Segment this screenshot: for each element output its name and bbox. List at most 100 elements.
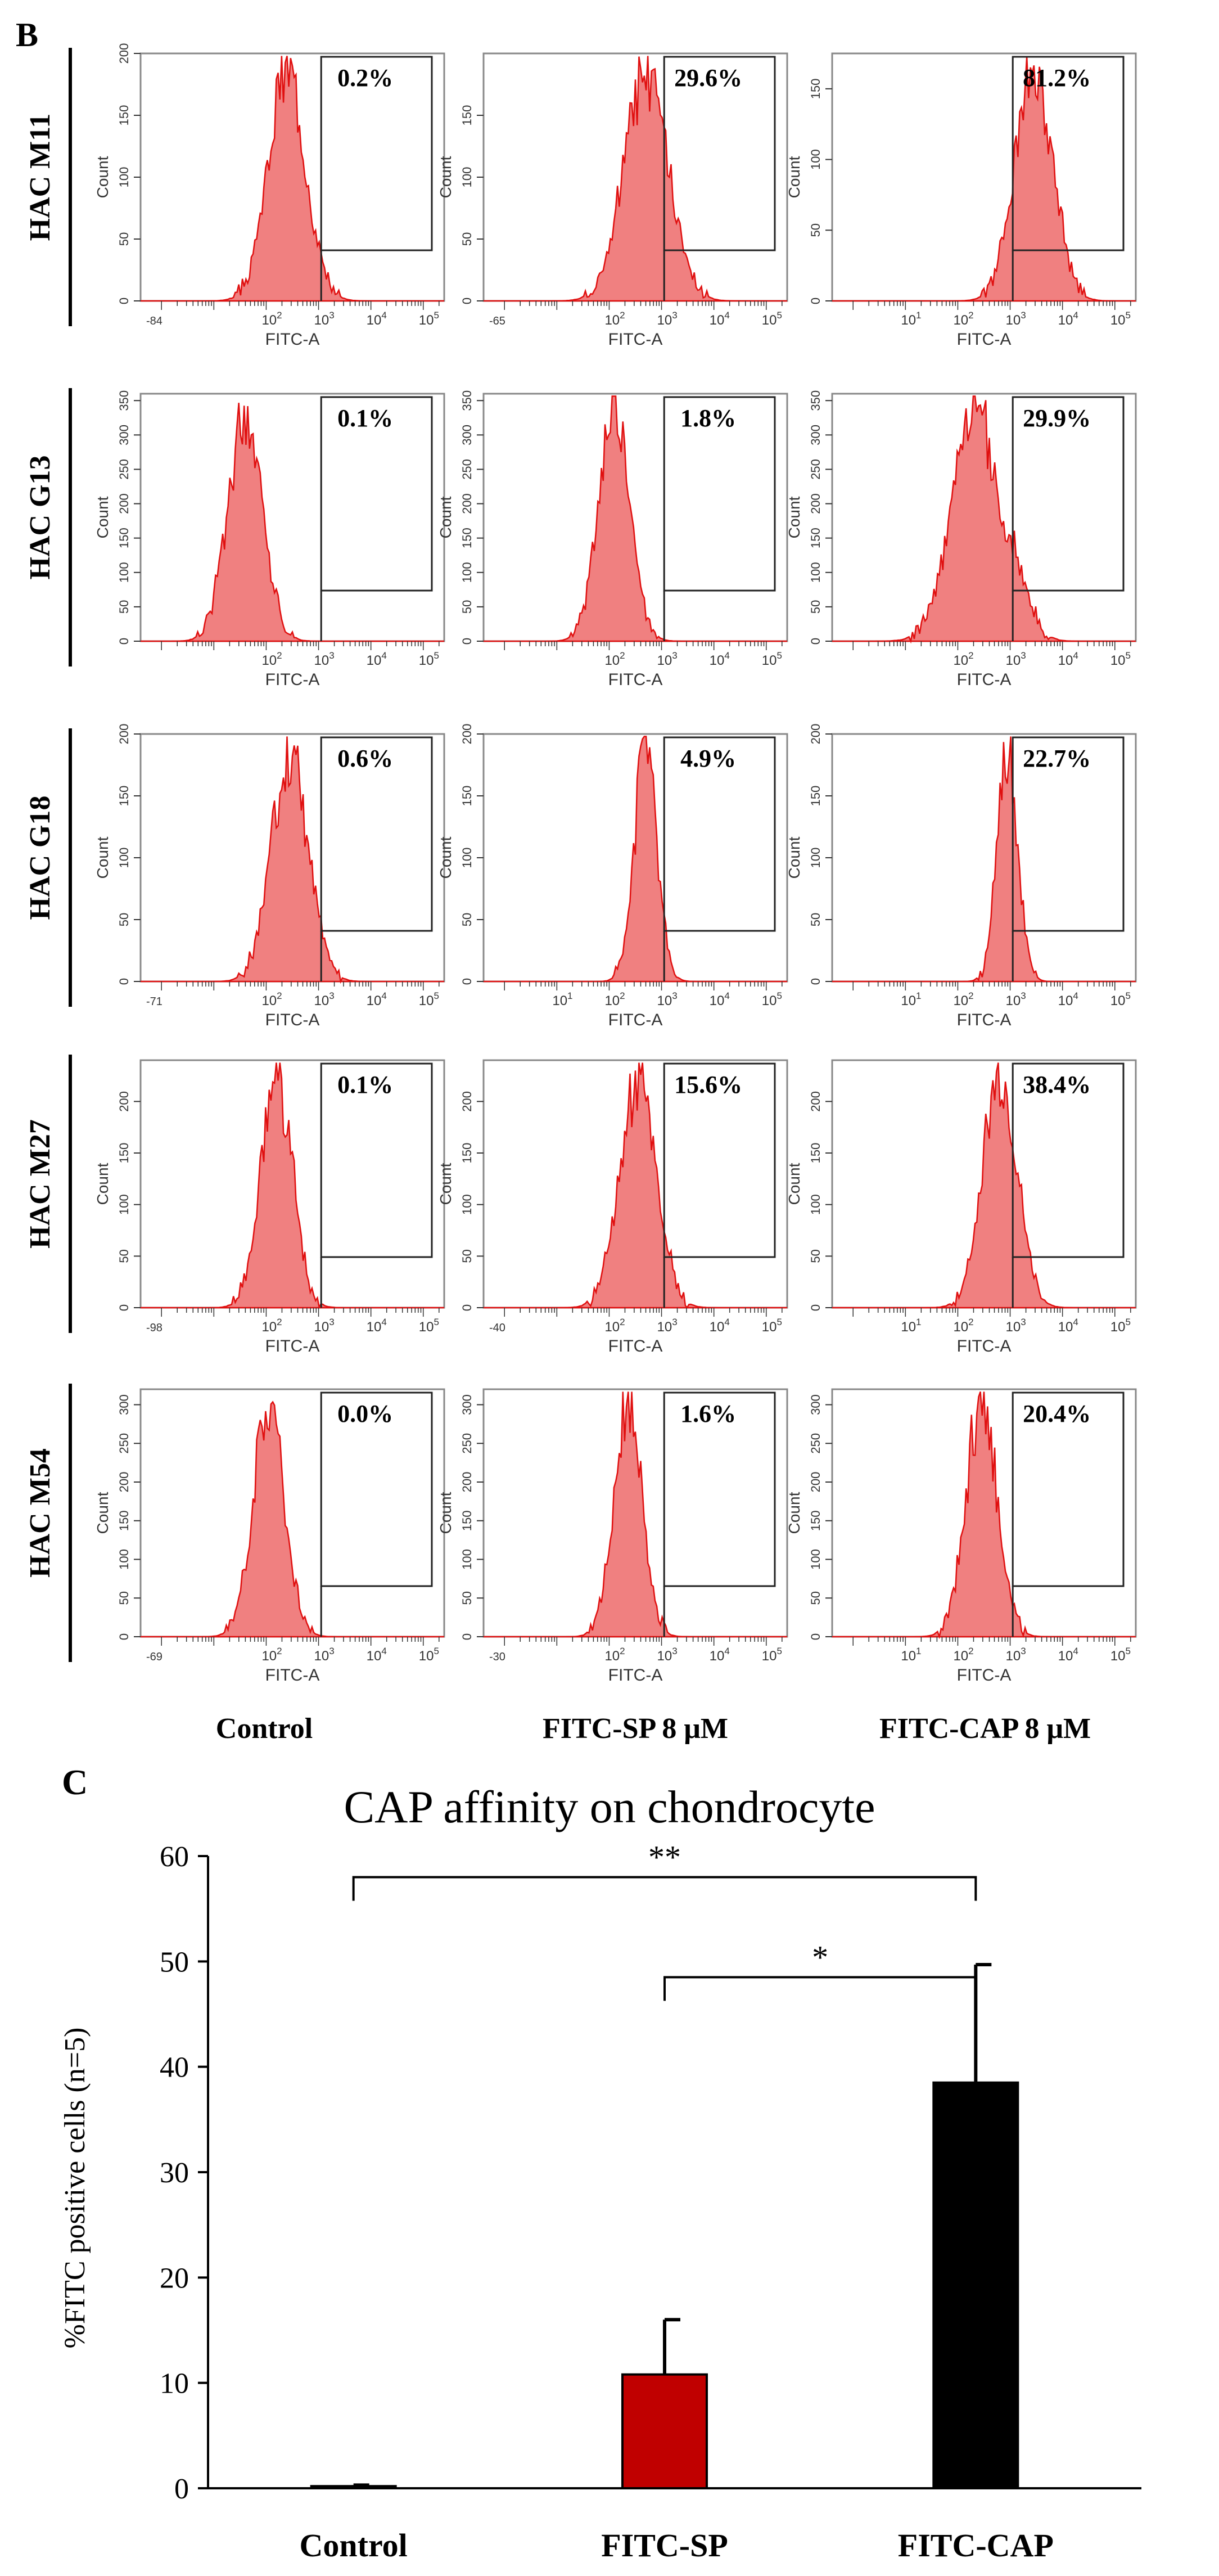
histogram-fill xyxy=(484,395,787,642)
x-tick-label: 102 xyxy=(261,650,282,668)
y-tick-label: 150 xyxy=(117,528,131,548)
y-tick-label: 60 xyxy=(160,1841,189,1873)
histogram-fill xyxy=(141,1400,444,1638)
y-tick-label: 50 xyxy=(117,232,131,246)
x-tick-label: 104 xyxy=(710,1317,730,1335)
y-tick-label: 0 xyxy=(809,1304,823,1311)
x-tick-label: 104 xyxy=(710,1646,730,1664)
y-tick-label: 50 xyxy=(117,600,131,614)
x-tick-label: 102 xyxy=(953,1317,973,1335)
chart-title: CAP affinity on chondrocyte xyxy=(344,1781,875,1832)
x-tick-label: 103 xyxy=(657,1646,678,1664)
y-tick-label: 150 xyxy=(117,105,131,126)
y-tick-label: 200 xyxy=(460,1472,474,1493)
x-tick-label: 105 xyxy=(762,310,782,328)
y-tick-label: 100 xyxy=(117,1194,131,1215)
x-tick-label: 103 xyxy=(657,1317,678,1335)
y-tick-label: 150 xyxy=(809,78,823,99)
x-tick-label: 105 xyxy=(419,1317,439,1335)
hist-y-label: Count xyxy=(94,836,111,879)
y-tick-label: 0 xyxy=(460,1633,474,1640)
x-tick-label: 101 xyxy=(901,310,921,328)
gate-percentage: 22.7% xyxy=(1023,745,1091,772)
gate-percentage: 15.6% xyxy=(674,1071,742,1098)
hist-x-label: FITC-A xyxy=(265,670,320,689)
y-tick-label: 50 xyxy=(117,1591,131,1605)
histogram-panel: 22.7% 0 50 100 150 200 Count 101 102 103 104 105 FIT… xyxy=(785,724,1137,1029)
x-tick-label: 102 xyxy=(261,1646,282,1664)
gate-percentage: 81.2% xyxy=(1023,64,1091,92)
x-min-label: -65 xyxy=(489,315,505,327)
histogram-fill xyxy=(484,1391,787,1638)
gate-percentage: 1.8% xyxy=(680,404,736,432)
x-min-label: -71 xyxy=(146,996,162,1008)
gate-percentage: 4.9% xyxy=(680,745,736,772)
gate-marker xyxy=(1012,56,1125,251)
x-tick-label: 105 xyxy=(419,990,439,1008)
y-tick-label: 30 xyxy=(160,2157,189,2189)
hist-x-label: FITC-A xyxy=(957,1337,1012,1355)
row-label: HAC M11 xyxy=(24,114,56,241)
y-tick-label: 100 xyxy=(117,562,131,583)
y-tick-label: 150 xyxy=(460,1510,474,1531)
hist-y-label: Count xyxy=(785,1492,803,1534)
y-tick-label: 200 xyxy=(117,493,131,514)
y-tick-label: 250 xyxy=(117,459,131,480)
panel-b-flow-histograms: B HAC M11 HAC G13 HAC G18 HAC M27 HAC M54 0.… xyxy=(16,16,1137,1745)
y-tick-label: 100 xyxy=(460,167,474,188)
x-tick-label: 105 xyxy=(762,990,782,1008)
hist-x-label: FITC-A xyxy=(957,330,1012,349)
gate-marker xyxy=(663,1391,776,1587)
x-tick-label: 103 xyxy=(1006,1317,1026,1335)
gate-marker xyxy=(320,1062,433,1258)
y-tick-label: 50 xyxy=(809,600,823,614)
gate-marker xyxy=(1012,1391,1125,1587)
significance-label: * xyxy=(812,1939,828,1975)
histogram-panel: 0.1% 0 50 100 150 200 250 300 350 Count 102 103 104 1… xyxy=(94,390,445,689)
x-min-label: -98 xyxy=(146,1322,162,1334)
y-tick-label: 50 xyxy=(809,913,823,926)
x-tick-label: 102 xyxy=(604,1646,625,1664)
x-tick-label: 102 xyxy=(953,990,973,1008)
y-tick-label: 0 xyxy=(117,978,131,985)
histogram-panel: 29.6% 0 50 100 150 Count 102 103 104 105 -65 FITC-A xyxy=(437,52,788,349)
histogram-panel: 0.2% 0 50 100 150 200 Count 102 103 104 105 -84 FITC… xyxy=(94,43,445,349)
gate-marker xyxy=(320,396,433,592)
x-tick-label: 105 xyxy=(1110,1317,1131,1335)
column-label: Control xyxy=(216,1713,313,1745)
y-tick-label: 0 xyxy=(117,298,131,304)
histogram-frame xyxy=(139,393,445,642)
histogram-fill xyxy=(832,1062,1136,1309)
y-tick-label: 50 xyxy=(809,1249,823,1263)
x-tick-label: 105 xyxy=(762,1646,782,1664)
x-tick-label: 104 xyxy=(710,650,730,668)
x-tick-label: 103 xyxy=(314,310,335,328)
x-tick-label: 104 xyxy=(710,310,730,328)
x-tick-label: 104 xyxy=(367,650,387,668)
y-tick-label: 300 xyxy=(460,1394,474,1415)
y-tick-label: 50 xyxy=(117,913,131,926)
hist-x-label: FITC-A xyxy=(608,1011,663,1029)
gate-marker xyxy=(320,56,433,251)
y-tick-label: 150 xyxy=(460,1143,474,1164)
x-tick-label: 104 xyxy=(1058,310,1078,328)
gate-percentage: 29.9% xyxy=(1023,404,1091,432)
y-tick-label: 50 xyxy=(460,232,474,246)
panel-c-label: C xyxy=(62,1762,88,1802)
bar xyxy=(621,2373,708,2490)
hist-y-label: Count xyxy=(437,836,454,879)
y-tick-label: 0 xyxy=(809,638,823,645)
y-tick-label: 100 xyxy=(117,167,131,188)
gate-percentage: 0.1% xyxy=(337,404,393,432)
hist-y-label: Count xyxy=(437,1492,454,1534)
y-tick-label: 100 xyxy=(809,1549,823,1570)
x-tick-label: 102 xyxy=(953,650,973,668)
row-label: HAC G18 xyxy=(24,796,56,920)
histogram-frame xyxy=(831,52,1137,302)
gate-marker xyxy=(663,396,776,592)
hist-y-label: Count xyxy=(785,1163,803,1205)
category-label: FITC-CAP xyxy=(898,2527,1054,2564)
hist-y-label: Count xyxy=(437,1163,454,1205)
y-tick-label: 50 xyxy=(460,1591,474,1605)
y-tick-label: 350 xyxy=(809,390,823,411)
